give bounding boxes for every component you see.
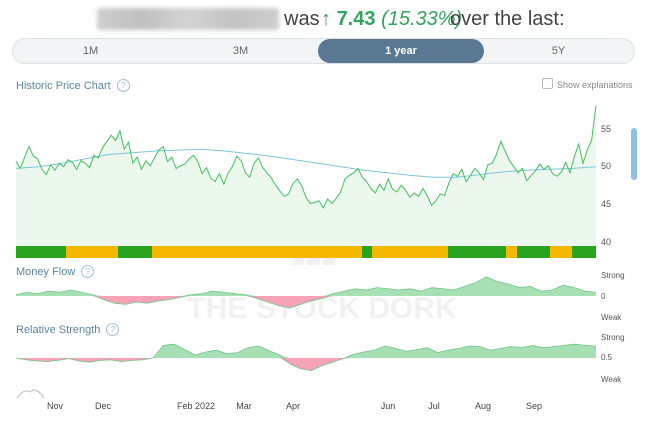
period-selector: 1M 3M 1 year 5Y: [12, 38, 635, 64]
moving-average-line: [15, 148, 597, 178]
period-3m[interactable]: 3M: [232, 45, 249, 57]
relative-strength-weak-label: Weak: [601, 375, 622, 384]
help-icon[interactable]: ?: [116, 79, 130, 92]
rating-segment: [572, 246, 596, 258]
rating-segment: [152, 246, 362, 258]
x-axis-label: Mar: [236, 401, 252, 411]
rating-segment: [66, 246, 118, 258]
x-axis: Nov Dec Feb 2022 Mar Apr Jun Jul Aug Sep: [47, 401, 542, 411]
price-area-fill: [16, 105, 596, 248]
money-flow-negative: [16, 296, 596, 308]
show-explanations-checkbox[interactable]: Show explanations: [542, 78, 633, 90]
relative-strength-line: [15, 343, 597, 372]
x-axis-label: Nov: [47, 401, 64, 411]
money-flow-chart: [15, 276, 597, 309]
price-tick: 40: [601, 237, 612, 247]
relative-strength-mid-label: 0.5: [601, 353, 613, 362]
checkbox-icon[interactable]: [542, 78, 553, 89]
x-axis-label: Aug: [475, 401, 491, 411]
mini-navigator-icon[interactable]: [16, 389, 45, 399]
money-flow-weak-label: Weak: [601, 313, 622, 322]
rating-segment: [448, 246, 506, 258]
price-tick: 50: [601, 161, 612, 171]
money-flow-positive: [16, 276, 596, 296]
rating-segment: [517, 246, 550, 258]
headline-tail: over the last:: [450, 8, 565, 30]
x-axis-label: Feb 2022: [177, 401, 215, 411]
scrollbar-thumb[interactable]: [631, 128, 637, 180]
help-icon[interactable]: ?: [106, 323, 120, 336]
show-explanations-label: Show explanations: [557, 80, 633, 90]
money-flow-title: Money Flow?: [16, 265, 95, 278]
up-arrow-icon: ↑: [321, 8, 331, 30]
relative-strength-title: Relative Strength?: [16, 323, 120, 336]
rating-segment: [550, 246, 572, 258]
rating-segment: [16, 246, 66, 258]
rating-segment: [362, 246, 372, 258]
money-flow-strong-label: Strong: [601, 271, 625, 280]
period-1-year[interactable]: 1 year: [318, 39, 484, 63]
rating-segment: [372, 246, 448, 258]
relative-strength-negative: [16, 358, 596, 371]
price-line: [15, 105, 597, 209]
x-axis-label: Sep: [526, 401, 542, 411]
help-icon[interactable]: ?: [81, 265, 95, 278]
change-value: 7.43: [336, 8, 376, 30]
rating-bar: [16, 246, 596, 258]
relative-strength-strong-label: Strong: [601, 333, 625, 342]
price-chart: [15, 105, 597, 248]
headline-change: ↑ 7.43 (15.33%): [321, 8, 462, 31]
x-axis-label: Apr: [286, 401, 300, 411]
period-1m[interactable]: 1M: [82, 45, 99, 57]
relative-strength-chart: [15, 343, 597, 372]
price-change-headline: was ↑ 7.43 (15.33%) over the last:: [0, 4, 650, 32]
money-flow-zero-label: 0: [601, 292, 606, 301]
price-tick: 55: [601, 124, 612, 134]
relative-strength-positive: [16, 344, 596, 358]
change-percent: (15.33%): [381, 8, 463, 30]
x-axis-label: Jul: [428, 401, 440, 411]
x-axis-label: Dec: [95, 401, 112, 411]
price-chart-title: Historic Price Chart?: [16, 79, 130, 92]
rating-segment: [506, 246, 517, 258]
period-5y[interactable]: 5Y: [551, 45, 566, 57]
headline-was: was: [284, 8, 320, 30]
company-name-redacted: [97, 8, 279, 30]
rating-segment: [118, 246, 152, 258]
money-flow-line: [15, 276, 597, 309]
x-axis-label: Jun: [381, 401, 396, 411]
price-tick: 45: [601, 199, 612, 209]
